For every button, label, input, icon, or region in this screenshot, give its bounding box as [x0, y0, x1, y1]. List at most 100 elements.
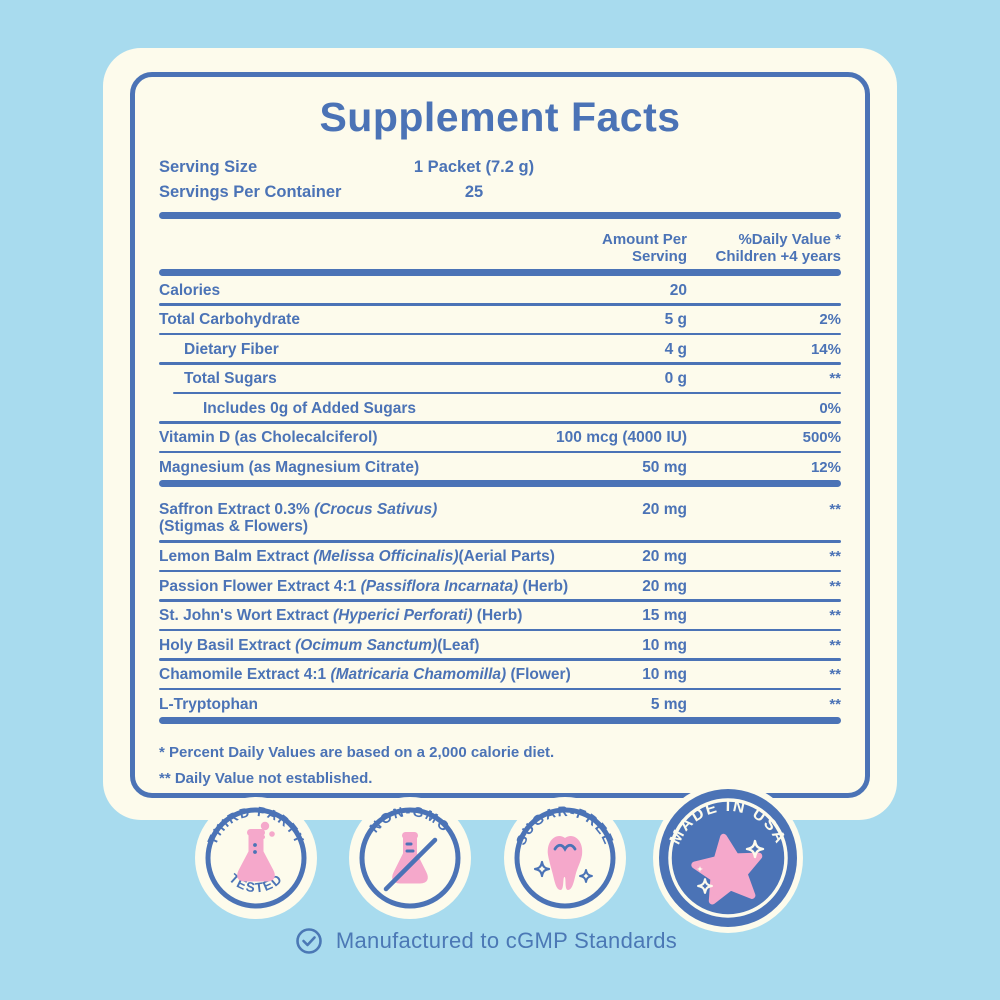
table-row: Lemon Balm Extract (Melissa Officinalis)… [159, 543, 841, 570]
row-amount: 5 g [664, 311, 687, 328]
row-daily-value: ** [829, 636, 841, 654]
table-row: Calories 20 [159, 276, 841, 303]
row-name: Dietary Fiber [184, 340, 279, 358]
serving-info: Serving Size 1 Packet (7.2 g) Servings P… [159, 158, 841, 208]
row-name: Holy Basil Extract (Ocimum Sanctum)(Leaf… [159, 636, 480, 654]
divider-thin [173, 391, 841, 394]
table-row: Passion Flower Extract 4:1 (Passiflora I… [159, 572, 841, 599]
row-amount: 5 mg [650, 695, 687, 713]
cgmp-note: Manufactured to cGMP Standards [0, 924, 986, 958]
panel-content: Supplement Facts Serving Size 1 Packet (… [159, 48, 841, 792]
row-amount: 4 g [664, 340, 687, 358]
row-amount: 10 mg [642, 666, 687, 683]
row-amount: 100 mcg (4000 IU) [556, 429, 687, 446]
amount-header-line1: Amount Per [601, 231, 687, 248]
row-name: Saffron Extract 0.3% (Crocus Sativus) (St… [159, 500, 438, 535]
row-daily-value: ** [829, 500, 841, 518]
footnotes: * Percent Daily Values are based on a 2,… [159, 740, 841, 792]
table-row: Dietary Fiber 4 g 14% [159, 335, 841, 362]
divider-thin [159, 362, 841, 365]
table-row: Total Sugars 0 g ** [159, 365, 841, 392]
panel-border [130, 72, 870, 798]
row-daily-value: 0% [819, 399, 841, 417]
page-title: Supplement Facts [319, 94, 681, 140]
row-name: Vitamin D (as Cholecalciferol) [159, 429, 378, 446]
footnote-not-established: ** Daily Value not established. [159, 770, 373, 787]
serving-size-label: Serving Size [159, 158, 258, 176]
table-row: Chamomile Extract 4:1 (Matricaria Chamom… [159, 661, 841, 688]
divider-thin [159, 421, 841, 424]
check-circle-icon [296, 928, 322, 954]
amount-header-line2: Serving [631, 247, 687, 265]
row-name: Total Sugars [184, 370, 277, 387]
table-row: Total Carbohydrate 5 g 2% [159, 306, 841, 333]
row-amount: 50 mg [642, 458, 687, 476]
row-daily-value: ** [829, 666, 841, 683]
row-name: Lemon Balm Extract (Melissa Officinalis)… [159, 548, 555, 565]
serving-size-value: 1 Packet (7.2 g) [413, 158, 535, 176]
serving-size-row: Serving Size 1 Packet (7.2 g) [159, 158, 841, 183]
divider-thick [159, 717, 841, 724]
badge-inner-ring [668, 798, 788, 918]
nutrition-table: Calories 20 Total Carbohydrate 5 g 2% Dietary… [159, 276, 841, 724]
row-amount: 10 mg [642, 636, 687, 654]
row-amount: 20 mg [642, 548, 687, 565]
row-daily-value: ** [829, 370, 841, 387]
tooth-icon [533, 835, 593, 890]
table-row: Holy Basil Extract (Ocimum Sanctum)(Leaf… [159, 631, 841, 658]
row-amount: 15 mg [642, 607, 687, 624]
row-name: Total Carbohydrate [159, 311, 300, 328]
servings-per-container-row: Servings Per Container 25 [159, 183, 841, 208]
divider-thick [159, 480, 841, 487]
supplement-facts-panel: Supplement Facts Serving Size 1 Packet (… [103, 48, 897, 820]
row-daily-value: 500% [802, 429, 841, 446]
table-header: Amount Per Serving %Daily Value * Childr… [159, 219, 841, 269]
divider-thin [159, 332, 841, 335]
table-row: Magnesium (as Magnesium Citrate) 50 mg 12% [159, 453, 841, 480]
divider-thin [159, 658, 841, 661]
servings-per-container-value: 25 [464, 183, 484, 201]
divider-thin [159, 450, 841, 453]
divider-thick [159, 269, 841, 276]
row-name: Passion Flower Extract 4:1 (Passiflora I… [159, 577, 569, 595]
row-amount: 20 [669, 281, 687, 299]
amount-per-serving-header: Amount Per Serving [601, 231, 687, 265]
divider-thin [159, 628, 841, 631]
table-row: L-Tryptophan 5 mg ** [159, 690, 841, 717]
row-name: Chamomile Extract 4:1 (Matricaria Chamom… [159, 666, 571, 683]
flask-icon [237, 821, 275, 882]
row-name: St. John's Wort Extract (Hyperici Perfor… [159, 607, 523, 624]
row-amount: 0 g [664, 370, 687, 387]
cgmp-note-text: Manufactured to cGMP Standards [335, 928, 678, 953]
table-row: Vitamin D (as Cholecalciferol) 100 mcg (4… [159, 424, 841, 451]
table-row: Includes 0g of Added Sugars 0% [159, 394, 841, 421]
row-daily-value: 2% [819, 311, 841, 328]
table-row: St. John's Wort Extract (Hyperici Perfor… [159, 602, 841, 629]
row-name: L-Tryptophan [159, 695, 259, 713]
row-amount: 20 mg [642, 500, 687, 518]
star-icon [691, 833, 765, 905]
row-amount: 20 mg [642, 577, 687, 595]
divider-thin [159, 303, 841, 306]
badge-made-in-usa: MADE IN USA [653, 783, 803, 938]
flask-crossed-icon [383, 832, 438, 892]
row-daily-value: 12% [810, 458, 841, 476]
divider-thin [159, 569, 841, 572]
row-daily-value: ** [829, 695, 841, 713]
row-name: Calories [159, 281, 221, 299]
row-daily-value: ** [829, 607, 841, 624]
badge-sugar-free: SUGAR-FREE [503, 796, 627, 925]
daily-value-header-line2: Children +4 years [715, 247, 841, 265]
badge-third-party-tested: THIRD PARTY TESTED [194, 796, 318, 925]
badge-non-gmo: NON-GMO [348, 796, 472, 925]
divider-thin [159, 687, 841, 690]
divider-thin [159, 540, 841, 543]
table-row: Saffron Extract 0.3% (Crocus Sativus) (St… [159, 495, 841, 540]
row-daily-value: ** [829, 577, 841, 595]
daily-value-header: %Daily Value * Children +4 years [715, 231, 841, 265]
daily-value-header-line1: %Daily Value * [738, 231, 841, 248]
divider-thin [159, 599, 841, 602]
footnote-daily-values: * Percent Daily Values are based on a 2,… [159, 744, 555, 761]
divider-thick [159, 212, 841, 219]
